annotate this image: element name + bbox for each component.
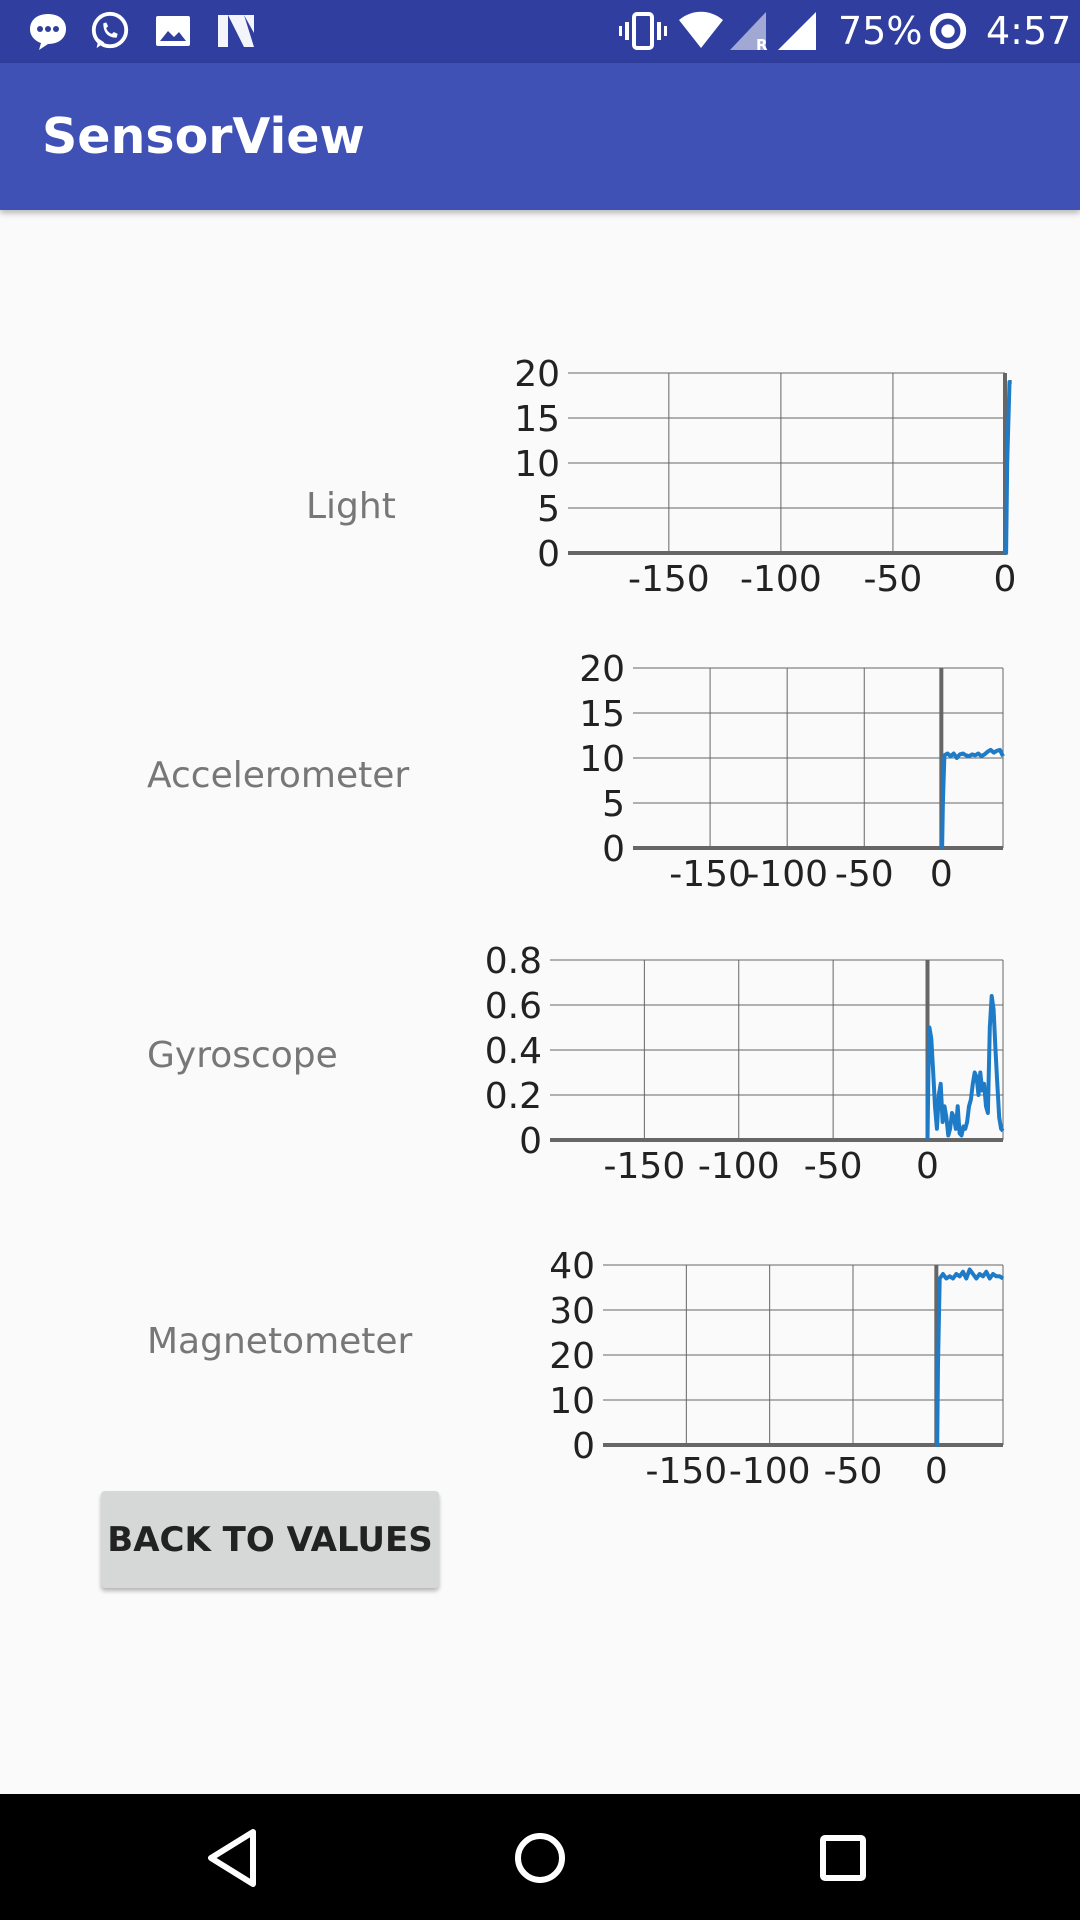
recents-icon[interactable] — [803, 1818, 883, 1898]
series-line — [936, 1270, 1003, 1446]
home-icon[interactable] — [500, 1818, 580, 1898]
y-tick-label: 0 — [572, 1426, 595, 1467]
x-tick-label: -150 — [645, 1451, 727, 1492]
y-tick-label: 10 — [549, 1381, 595, 1422]
y-tick-label: 40 — [549, 1246, 595, 1287]
x-tick-label: -50 — [824, 1451, 883, 1492]
back-icon[interactable] — [195, 1818, 275, 1898]
x-tick-label: -100 — [729, 1451, 811, 1492]
x-tick-label: 0 — [925, 1451, 948, 1492]
y-tick-label: 30 — [549, 1291, 595, 1332]
back-to-values-button[interactable]: BACK TO VALUES — [101, 1491, 439, 1588]
y-tick-label: 20 — [549, 1336, 595, 1377]
navigation-bar — [0, 1794, 1080, 1920]
